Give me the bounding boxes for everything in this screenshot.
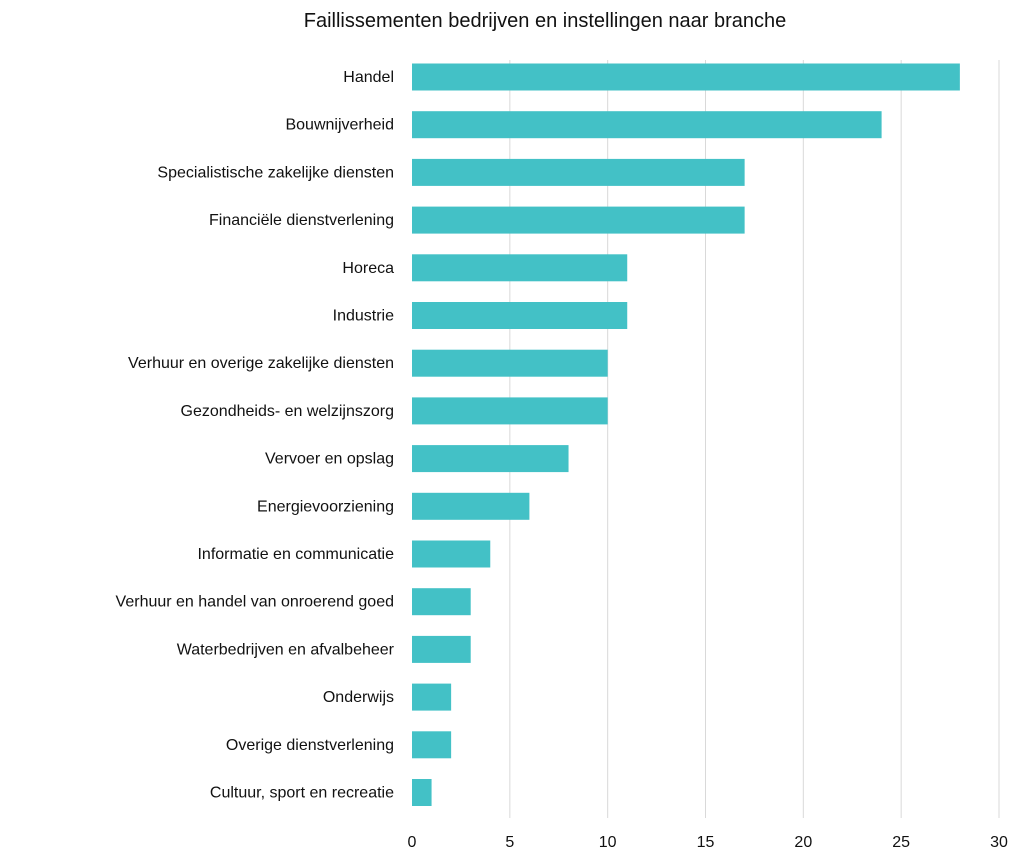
category-label: Verhuur en overige zakelijke diensten (128, 355, 394, 372)
bar (412, 445, 569, 473)
category-label: Gezondheids- en welzijnszorg (181, 403, 394, 420)
category-label: Overige dienstverlening (226, 737, 394, 754)
bar (412, 254, 628, 282)
x-tick-label: 25 (892, 834, 910, 851)
bar (412, 731, 452, 759)
bar (412, 779, 432, 806)
x-tick-label: 5 (505, 834, 514, 851)
bar (412, 540, 491, 568)
category-label: Bouwnijverheid (285, 117, 394, 134)
x-tick-label: 30 (990, 834, 1008, 851)
x-tick-label: 10 (599, 834, 617, 851)
gridlines (509, 60, 1000, 818)
category-label: Industrie (333, 308, 394, 325)
category-label: Financiële dienstverlening (209, 212, 394, 229)
bars (412, 63, 960, 806)
category-label: Handel (343, 69, 394, 86)
bar (412, 158, 745, 186)
bar (412, 206, 745, 234)
category-label: Informatie en communicatie (197, 546, 394, 563)
category-label: Specialistische zakelijke diensten (157, 164, 394, 181)
category-labels: Handel Bouwnijverheid Specialistische zake… (116, 69, 395, 802)
bar (412, 349, 608, 377)
bar (412, 302, 628, 329)
category-label: Cultuur, sport en recreatie (210, 785, 394, 802)
category-label: Waterbedrijven en afvalbeheer (177, 641, 395, 658)
chart-title: Faillissementen bedrijven en instellinge… (304, 10, 787, 32)
x-tick-label: 15 (697, 834, 715, 851)
bar (412, 397, 608, 425)
category-label: Onderwijs (323, 689, 394, 706)
bar (412, 683, 452, 711)
category-label: Verhuur en handel van onroerend goed (116, 594, 394, 611)
x-axis-ticks: 0 5 10 15 20 25 30 (408, 834, 1008, 851)
x-tick-label: 0 (408, 834, 417, 851)
category-label: Horeca (342, 260, 394, 277)
bar (412, 492, 530, 520)
bar (412, 111, 882, 139)
category-label: Energievoorziening (257, 498, 394, 515)
bar (412, 63, 960, 91)
bar (412, 635, 471, 663)
x-tick-label: 20 (794, 834, 812, 851)
category-label: Vervoer en opslag (265, 451, 394, 468)
bar (412, 588, 471, 616)
